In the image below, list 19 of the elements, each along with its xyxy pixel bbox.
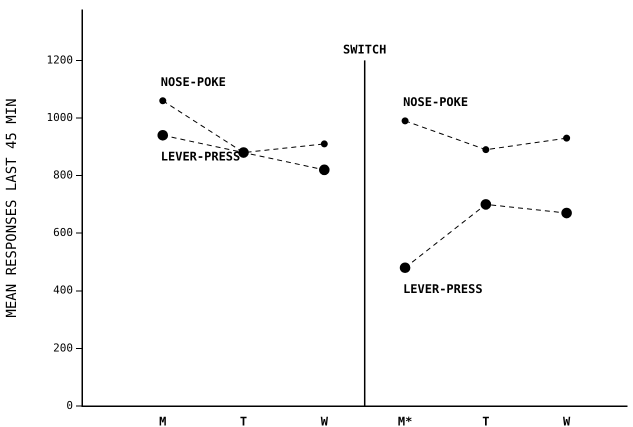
text: NOSE-POKE — [403, 95, 468, 110]
annotation: SWITCH — [343, 42, 386, 57]
y-tick-label: 1200 — [46, 53, 73, 66]
x-tick-label: M* — [398, 414, 412, 427]
x-tick-label: M — [159, 414, 166, 427]
y-tick-label: 600 — [53, 226, 73, 240]
y-tick-label: 200 — [53, 341, 73, 354]
x-tick-label: W — [563, 414, 572, 427]
x-tick-label: T — [482, 414, 490, 427]
x-tick-label: T — [240, 414, 248, 427]
y-axis-title: MEAN RESPONSES LAST 45 MIN — [4, 98, 20, 318]
series-label: LEVER-PRESS — [160, 149, 240, 164]
y-tick-label: 1000 — [46, 110, 73, 124]
y-tick-label: 400 — [53, 284, 73, 297]
y-tick-label: 0 — [66, 398, 73, 412]
x-tick-label: W — [320, 414, 329, 427]
y-tick-label: 800 — [53, 168, 73, 182]
text: LEVER-PRESS — [403, 282, 483, 296]
series-label: NOSE-POKE — [160, 74, 226, 89]
